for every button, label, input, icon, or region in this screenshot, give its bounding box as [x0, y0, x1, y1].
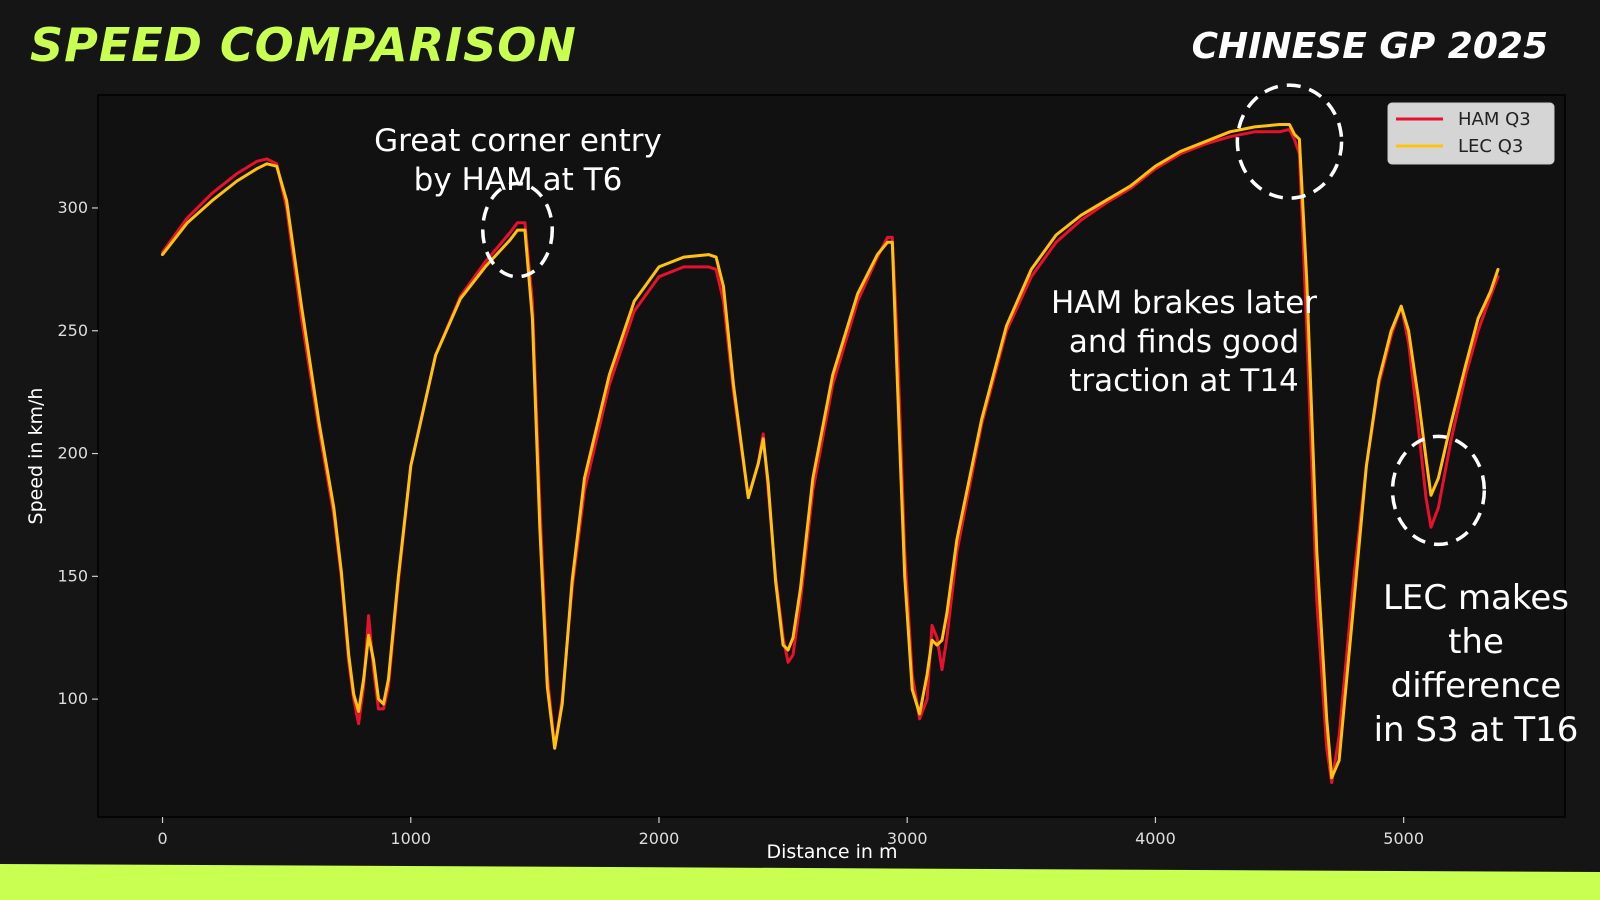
legend-label: HAM Q3 [1458, 109, 1531, 130]
y-tick-label: 300 [57, 198, 88, 217]
annotation-text: the [1448, 622, 1504, 662]
page-subtitle: CHINESE GP 2025 [1191, 26, 1548, 67]
legend-label: LEC Q3 [1458, 136, 1523, 157]
annotation-circle [480, 181, 554, 279]
annotation-text: by HAM at T6 [414, 162, 623, 198]
x-tick-label: 0 [157, 829, 167, 848]
x-tick-label: 2000 [639, 829, 680, 848]
annotation-circle [1390, 434, 1487, 547]
annotation-text: traction at T14 [1069, 363, 1299, 399]
plot-area [97, 94, 1566, 818]
x-tick-label: 3000 [887, 829, 928, 848]
annotation-circle [1235, 83, 1344, 200]
y-tick-label: 100 [57, 689, 88, 708]
annotation-text: in S3 at T16 [1374, 710, 1579, 750]
y-axis-label: Speed in km/h [25, 388, 47, 525]
annotation-text: and finds good [1069, 324, 1299, 360]
page-title: SPEED COMPARISON [30, 18, 577, 72]
annotation-text: LEC makes [1383, 578, 1569, 618]
x-tick-label: 4000 [1135, 829, 1176, 848]
y-tick-label: 200 [57, 444, 88, 463]
y-tick-label: 150 [57, 566, 88, 585]
annotation-text: difference [1391, 666, 1562, 706]
annotation-text: Great corner entry [374, 123, 662, 159]
x-axis-label: Distance in m [767, 841, 898, 863]
series-line-lec [161, 123, 1500, 780]
accent-stripe [0, 864, 1600, 900]
y-tick-label: 250 [57, 321, 88, 340]
x-tick-label: 5000 [1383, 829, 1424, 848]
annotation-text: HAM brakes later [1051, 285, 1317, 321]
x-tick-label: 1000 [390, 829, 431, 848]
